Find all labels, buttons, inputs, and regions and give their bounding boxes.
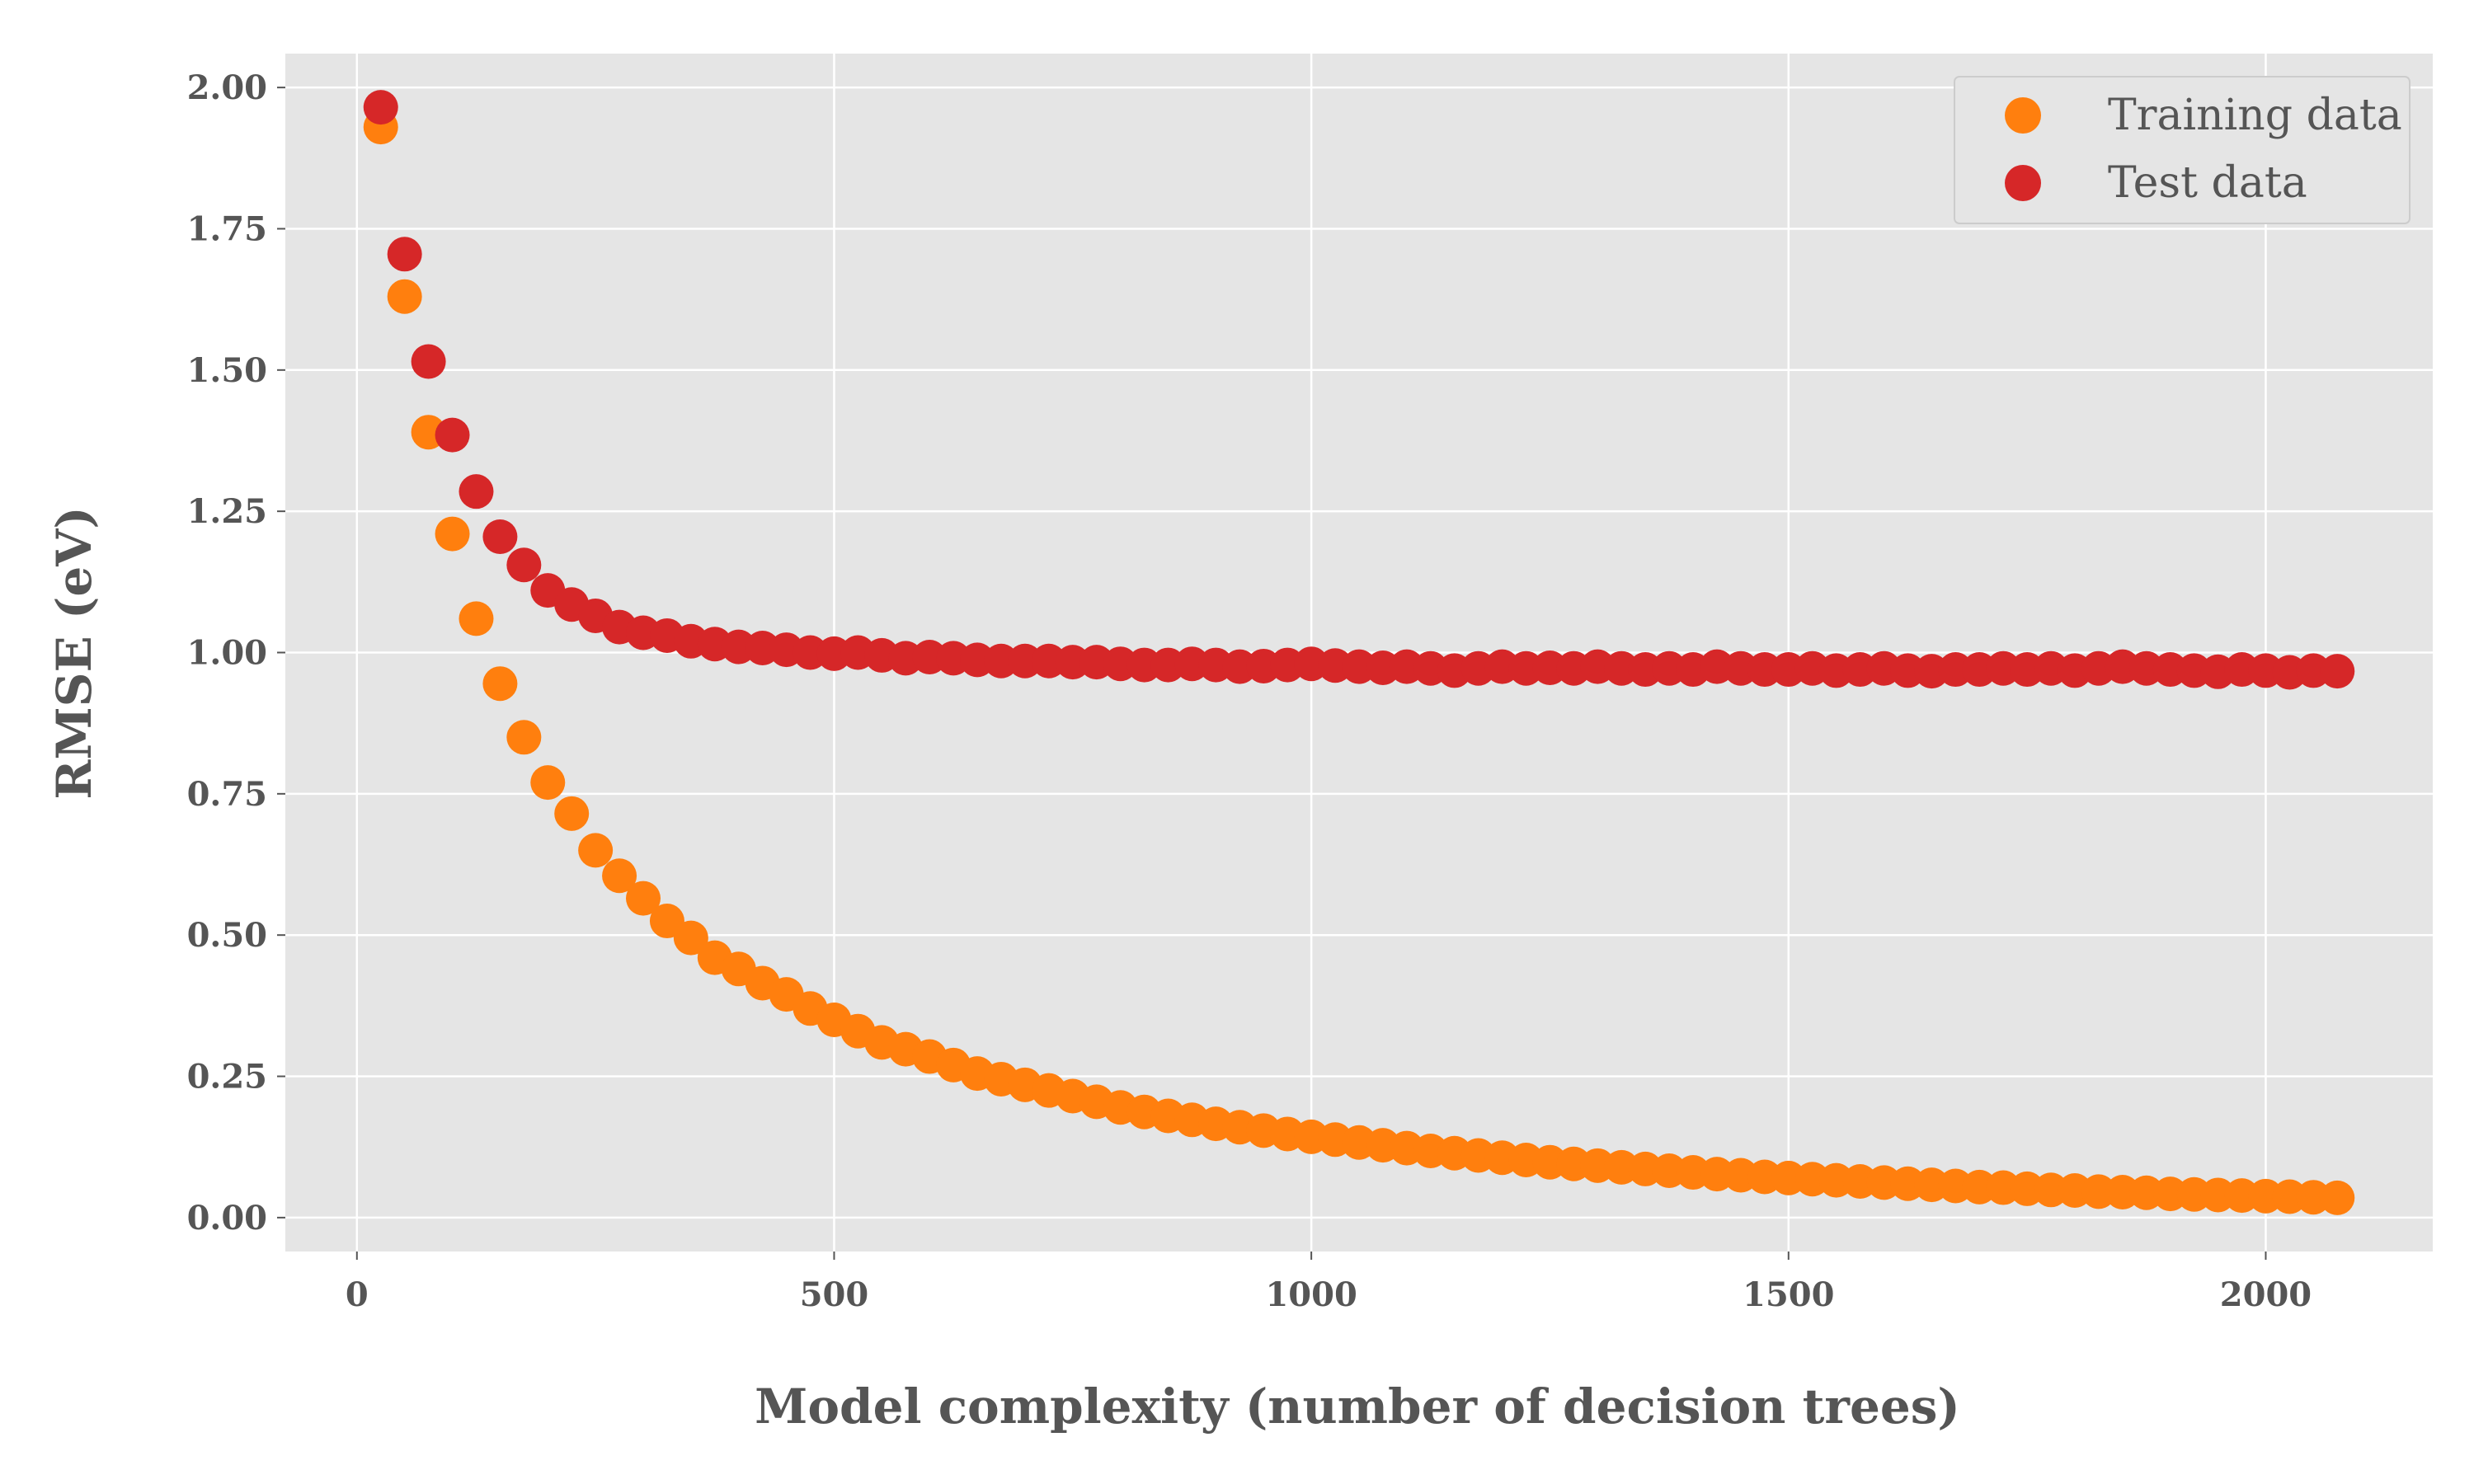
legend-box [1954, 76, 2411, 224]
y-tick-label: 0.00 [187, 1199, 267, 1237]
y-axis-ticks: 0.00 0.25 0.50 0.75 1.00 1.25 1.50 1.75 2.00 [187, 68, 285, 1237]
x-tick-label: 500 [800, 1275, 869, 1314]
training-data-point [482, 666, 518, 702]
training-data-point [387, 279, 422, 314]
test-data-point [435, 417, 470, 453]
y-tick-label: 1.25 [187, 492, 267, 531]
training-data-point [2320, 1180, 2355, 1215]
test-data-point [363, 90, 398, 125]
training-data-point [459, 601, 494, 636]
test-data-point [506, 547, 542, 583]
training-data-point [649, 904, 684, 939]
training-data-point [530, 765, 566, 801]
test-data-point [482, 519, 518, 554]
test-data-point [387, 237, 422, 272]
y-tick-label: 0.25 [187, 1058, 267, 1097]
test-data-point [1055, 645, 1090, 680]
y-tick-label: 1.00 [187, 634, 267, 673]
test-data-point [1126, 647, 1162, 683]
training-data-point [554, 796, 590, 831]
x-tick-label: 1000 [1265, 1275, 1357, 1314]
x-tick-label: 0 [346, 1275, 369, 1314]
x-tick-label: 2000 [2220, 1275, 2312, 1314]
legend-label-training-data: Training data [2108, 91, 2402, 140]
test-data-point [459, 474, 494, 510]
test-data-point [984, 643, 1018, 679]
training-data-point [673, 920, 708, 956]
data-points [363, 90, 2355, 1215]
training-data-point [626, 881, 661, 916]
y-tick-label: 1.75 [187, 209, 267, 248]
training-data-point [506, 720, 542, 755]
y-tick-label: 1.50 [187, 351, 267, 390]
test-data-point [411, 344, 446, 379]
x-axis-ticks: 0 500 1000 1500 2000 [346, 1252, 2312, 1314]
test-data-point [1938, 652, 1973, 688]
legend-marker-test-data [2005, 165, 2041, 201]
x-tick-label: 1500 [1743, 1275, 1834, 1314]
training-data-point [435, 516, 470, 552]
training-data-point [578, 833, 614, 868]
legend-label-test-data: Test data [2108, 158, 2307, 208]
y-tick-label: 0.50 [187, 916, 267, 955]
legend-marker-training-data [2005, 97, 2041, 134]
y-axis-label: RMSE (eV) [46, 506, 102, 799]
y-tick-label: 0.75 [187, 775, 267, 814]
test-data-point [1747, 652, 1782, 688]
series-test-data [363, 90, 2355, 690]
x-axis-label: Model complexity (number of decision tre… [755, 1378, 1960, 1435]
test-data-point [1007, 643, 1042, 679]
y-tick-label: 2.00 [187, 68, 267, 107]
series-training-data [363, 110, 2355, 1215]
legend: Training data Test data [1954, 76, 2411, 224]
training-data-point [602, 858, 637, 894]
test-data-point [2320, 654, 2355, 689]
